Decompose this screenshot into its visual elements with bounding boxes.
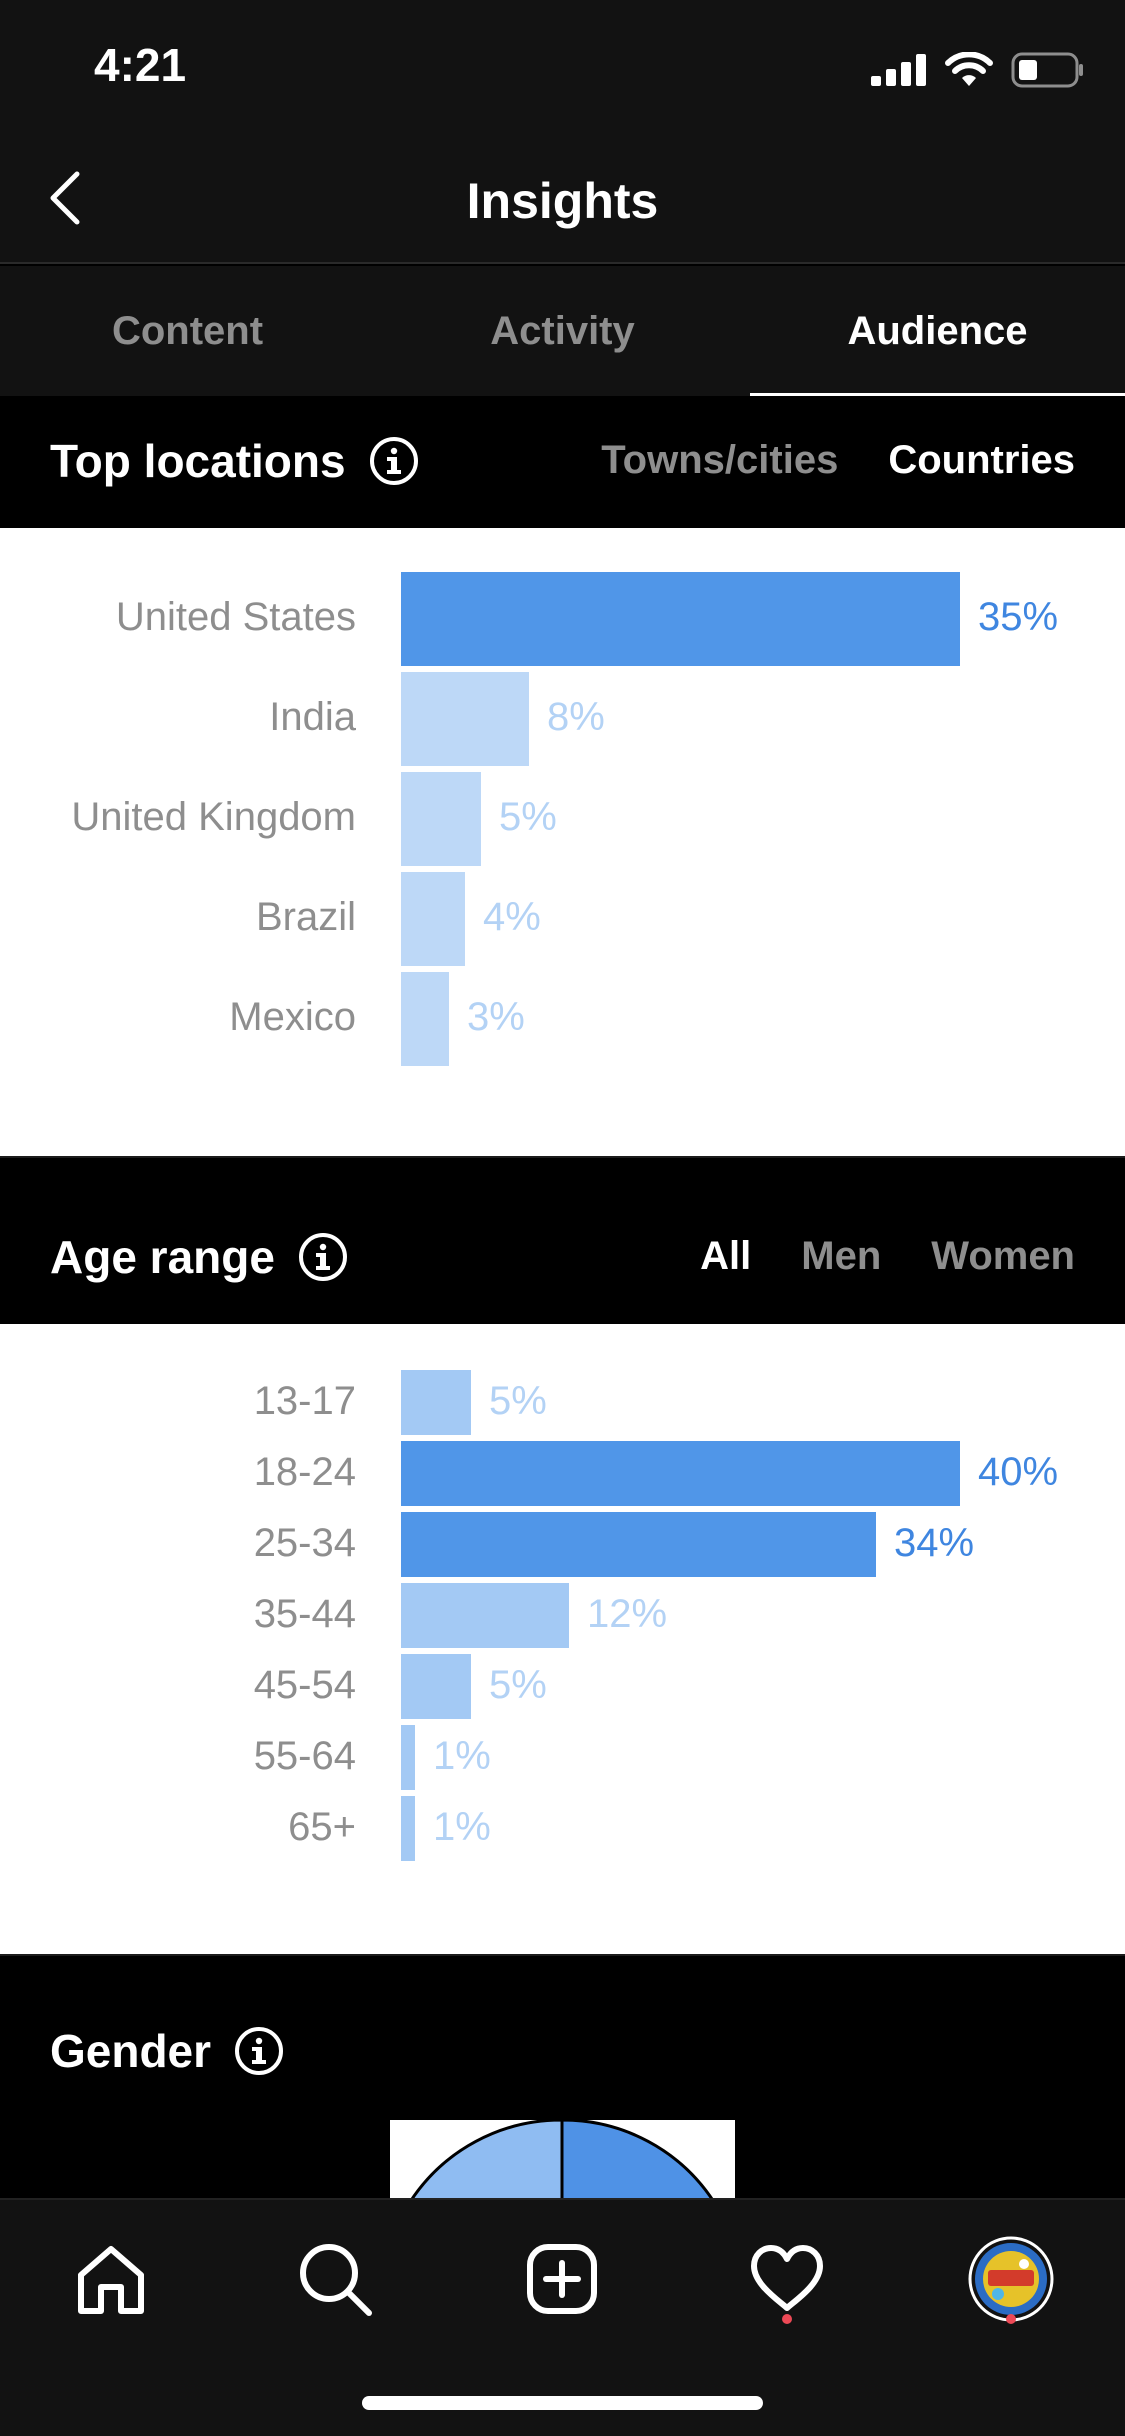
- gender-header: Gender: [0, 1954, 1125, 2198]
- top-locations-header: Top locations Towns/cities Countries: [0, 396, 1125, 528]
- bar-row: Brazil 4%: [0, 872, 1125, 966]
- gender-pie-partial: [408, 2120, 716, 2202]
- info-icon[interactable]: [297, 1231, 349, 1283]
- gender-title: Gender: [50, 2025, 212, 2077]
- bar: [401, 772, 481, 866]
- age-filters: All Men Women: [700, 1234, 1075, 1279]
- bar-value-label: 4%: [483, 895, 541, 939]
- bar-row: Mexico 3%: [0, 972, 1125, 1066]
- battery-icon: [1011, 52, 1083, 88]
- age-range-title: Age range: [50, 1231, 275, 1283]
- tab-bar: Content Activity Audience: [0, 266, 1125, 396]
- search-tab[interactable]: [290, 2234, 380, 2324]
- age-range-header: Age range All Men Women: [0, 1156, 1125, 1324]
- bar: [401, 1725, 415, 1790]
- bar-value-label: 3%: [467, 995, 525, 1039]
- top-locations-title: Top locations: [50, 435, 346, 487]
- bar-label: 45-54: [253, 1662, 356, 1707]
- home-tab[interactable]: [66, 2234, 156, 2324]
- bar: [401, 872, 465, 966]
- bar-value-label: 12%: [587, 1591, 668, 1636]
- bar: [401, 1512, 876, 1577]
- home-indicator[interactable]: [362, 2396, 763, 2410]
- bar-label: India: [269, 695, 356, 739]
- location-filters: Towns/cities Countries: [601, 438, 1075, 483]
- gender-title-group: Gender: [50, 2024, 285, 2078]
- search-icon: [300, 2244, 372, 2316]
- bar-row: United States 35%: [0, 572, 1125, 666]
- bar-value-label: 35%: [978, 595, 1059, 639]
- tab-audience[interactable]: Audience: [750, 266, 1125, 396]
- bar-label: United Kingdom: [71, 795, 356, 839]
- bar-value-label: 8%: [547, 695, 605, 739]
- heart-icon: [751, 2245, 823, 2311]
- bar-value-label: 5%: [489, 1662, 547, 1707]
- bar-value-label: 34%: [894, 1520, 975, 1565]
- wifi-icon: [945, 52, 993, 86]
- bar-value-label: 5%: [489, 1378, 547, 1423]
- bar-label: 25-34: [253, 1520, 356, 1565]
- bar: [401, 572, 960, 666]
- bar: [401, 672, 529, 766]
- bar-row: 35-44 12%: [0, 1583, 1125, 1648]
- bar: [401, 1583, 569, 1648]
- top-locations-title-group: Top locations: [50, 434, 420, 488]
- bar-label: United States: [115, 595, 356, 639]
- top-locations-chart: United States 35% India 8% United Kingdom 5% B…: [0, 528, 1125, 1156]
- bar-row: 45-54 5%: [0, 1654, 1125, 1719]
- back-button[interactable]: [30, 162, 100, 234]
- profile-tab[interactable]: [966, 2234, 1056, 2324]
- bar-label: 55-64: [253, 1733, 356, 1778]
- status-time: 4:21: [94, 39, 187, 91]
- bar-label: 13-17: [253, 1378, 356, 1423]
- age-range-title-group: Age range: [50, 1230, 349, 1284]
- bar-value-label: 40%: [978, 1449, 1059, 1494]
- info-icon[interactable]: [368, 435, 420, 487]
- bar: [401, 1796, 415, 1861]
- activity-tab[interactable]: [742, 2234, 832, 2324]
- bar-value-label: 1%: [433, 1804, 491, 1849]
- bar-row: United Kingdom 5%: [0, 772, 1125, 866]
- bar: [401, 972, 449, 1066]
- bar: [401, 1654, 471, 1719]
- bar-label: 18-24: [253, 1449, 356, 1494]
- status-bar: 4:21: [0, 0, 1125, 132]
- filter-men[interactable]: Men: [801, 1234, 882, 1278]
- bar-value-label: 5%: [499, 795, 557, 839]
- filter-all[interactable]: All: [700, 1234, 752, 1278]
- bar-row: 18-24 40%: [0, 1441, 1125, 1506]
- nav-header: Insights: [0, 132, 1125, 264]
- info-icon[interactable]: [233, 2025, 285, 2077]
- activity-notification-dot: [782, 2314, 792, 2324]
- age-range-chart: 13-17 5% 18-24 40% 25-34 34% 35-44 12% 45-54 5% 55…: [0, 1324, 1125, 1954]
- bar-value-label: 1%: [433, 1733, 491, 1778]
- filter-countries[interactable]: Countries: [888, 438, 1075, 482]
- bar-row: India 8%: [0, 672, 1125, 766]
- bar: [401, 1370, 471, 1435]
- bar-label: 65+: [288, 1804, 356, 1849]
- bar-label: Brazil: [255, 895, 356, 939]
- bar-row: 13-17 5%: [0, 1370, 1125, 1435]
- bar-row: 65+ 1%: [0, 1796, 1125, 1861]
- tab-content[interactable]: Content: [111, 308, 264, 353]
- signal-icon: [871, 54, 926, 86]
- page-title: Insights: [466, 173, 659, 229]
- filter-women[interactable]: Women: [931, 1234, 1075, 1278]
- bar-label: 35-44: [253, 1591, 356, 1636]
- tab-activity[interactable]: Activity: [490, 308, 635, 353]
- home-icon: [78, 2246, 144, 2314]
- chevron-left-icon: [50, 171, 80, 225]
- status-icons: [871, 50, 1085, 90]
- gender-chart: [390, 2120, 735, 2202]
- bar: [401, 1441, 960, 1506]
- profile-notification-dot: [1006, 2314, 1016, 2324]
- new-post-tab[interactable]: [517, 2234, 607, 2324]
- bar-row: 55-64 1%: [0, 1725, 1125, 1790]
- profile-avatar: [968, 2236, 1054, 2322]
- bar-row: 25-34 34%: [0, 1512, 1125, 1577]
- bar-label: Mexico: [229, 995, 356, 1039]
- filter-towns-cities[interactable]: Towns/cities: [601, 438, 839, 482]
- new-post-icon: [527, 2244, 597, 2314]
